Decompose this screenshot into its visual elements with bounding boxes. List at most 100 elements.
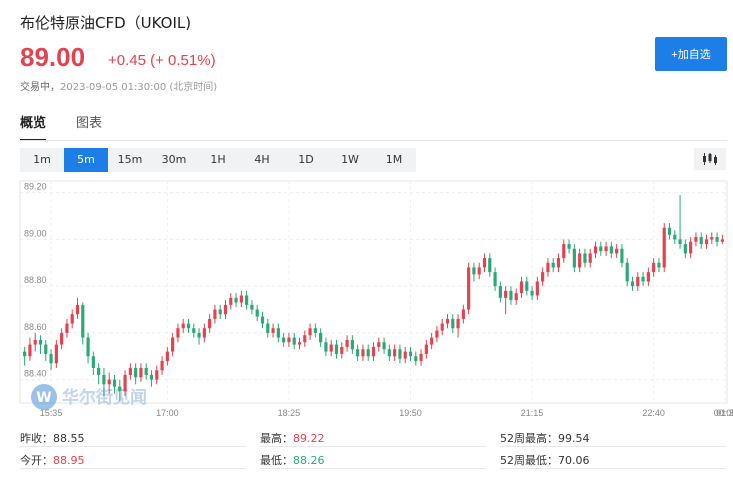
candle-body [361, 349, 365, 357]
candle-body [97, 367, 101, 375]
candle-body [287, 337, 291, 343]
period-5m[interactable]: 5m [64, 148, 108, 172]
stat-divider [20, 446, 246, 447]
candle-body [689, 241, 693, 254]
stat-item: 52周最高：99.54 [500, 430, 590, 446]
candle-body [593, 246, 598, 254]
period-1d[interactable]: 1D [298, 153, 314, 166]
period-4h[interactable]: 4H [254, 153, 270, 166]
candle-body [519, 281, 524, 294]
stat-value: 88.55 [53, 432, 85, 445]
add-to-watchlist-button[interactable]: +加自选 [655, 37, 727, 71]
candle-body [81, 304, 85, 338]
tab-divider [20, 140, 727, 141]
candle-body [176, 328, 180, 338]
candle-body [86, 337, 90, 357]
stat-label: 最低： [260, 454, 293, 467]
candle-body [319, 332, 323, 343]
candle-body [255, 309, 259, 317]
candle-body [33, 339, 37, 345]
candle-body [562, 244, 566, 259]
candle-body [144, 367, 148, 375]
candle-body [704, 239, 709, 245]
stat-divider [20, 468, 246, 469]
stat-value: 70.06 [558, 454, 590, 467]
candle-body [44, 344, 48, 354]
candle-body [578, 253, 582, 268]
candle-body [488, 258, 492, 273]
stat-item: 今开：88.95 [20, 452, 85, 468]
candle-body [218, 309, 222, 315]
candle-body [398, 349, 402, 359]
page-title: 布伦特原油CFD（UKOIL) [20, 14, 192, 32]
candle-body [324, 342, 328, 352]
candle-body [60, 332, 64, 345]
candle-body [356, 349, 360, 357]
candle-body [683, 244, 687, 254]
candle-body [54, 344, 58, 364]
y-tick-label: 89.00 [24, 228, 47, 238]
candle-body [112, 379, 117, 387]
candle-body [588, 253, 592, 263]
candle-body [403, 351, 407, 359]
candle-body [456, 318, 460, 329]
period-1mo[interactable]: 1M [385, 153, 403, 166]
candle-body [165, 351, 169, 361]
candle-body [646, 272, 650, 282]
candle-body [139, 367, 143, 378]
candle-body [509, 290, 513, 301]
candle-body [435, 330, 439, 338]
candle-body [546, 262, 550, 273]
candle-body [345, 339, 349, 347]
period-1m[interactable]: 1m [33, 153, 51, 166]
period-1h[interactable]: 1H [210, 153, 226, 166]
period-30m[interactable]: 30m [161, 153, 187, 166]
current-price: 89.00 [20, 42, 86, 72]
candle-body [239, 295, 243, 303]
candle-body [440, 323, 444, 331]
candle-body [38, 339, 43, 345]
candle-body [720, 239, 724, 242]
candle-body [572, 248, 576, 268]
candle-body [461, 309, 465, 319]
candle-body [155, 370, 159, 380]
candle-body [303, 335, 307, 343]
plot-frame [19, 180, 728, 404]
candle-body [91, 356, 95, 368]
candle-body [366, 349, 370, 357]
candle-body [467, 267, 471, 310]
candle-body [504, 290, 508, 298]
x-tick-label: 00:05 [714, 408, 733, 418]
x-tick-label: 19:50 [399, 408, 422, 418]
stat-label: 52周最低： [500, 454, 558, 467]
watermark-logo [31, 384, 57, 410]
candle-body [472, 267, 476, 275]
stat-item: 最低：88.26 [260, 452, 325, 468]
candle-body [445, 318, 450, 324]
y-tick-label: 88.60 [24, 322, 47, 332]
candle-body [118, 386, 122, 392]
chart-type-button[interactable] [694, 148, 726, 170]
candle-body [657, 262, 661, 268]
tab-overview[interactable]: 概览 [20, 112, 47, 141]
candle-body [271, 328, 275, 333]
candle-body [292, 337, 296, 345]
period-15m[interactable]: 15m [117, 153, 143, 166]
candle-body [699, 237, 703, 245]
candle-body [599, 246, 603, 252]
stat-divider [260, 446, 486, 447]
stat-label: 52周最高： [500, 432, 558, 445]
candle-body [313, 328, 317, 333]
period-1w[interactable]: 1W [341, 153, 359, 166]
candle-body [620, 248, 624, 263]
candlestick-chart[interactable]: 89.20 89.00 88.80 88.60 88.40 15:35 17:00 18:25… [0, 175, 733, 420]
y-tick-label: 89.20 [24, 182, 47, 192]
candle-body [715, 237, 719, 242]
trading-status: 交易中，2023-09-05 01:30:00 (北京时间) [20, 78, 217, 93]
tab-chart[interactable]: 图表 [76, 116, 103, 131]
watermark-logo-letter: W [36, 390, 51, 406]
candle-body [482, 258, 487, 268]
candle-body [387, 349, 391, 357]
candle-body [382, 342, 386, 350]
candle-body [282, 337, 286, 343]
